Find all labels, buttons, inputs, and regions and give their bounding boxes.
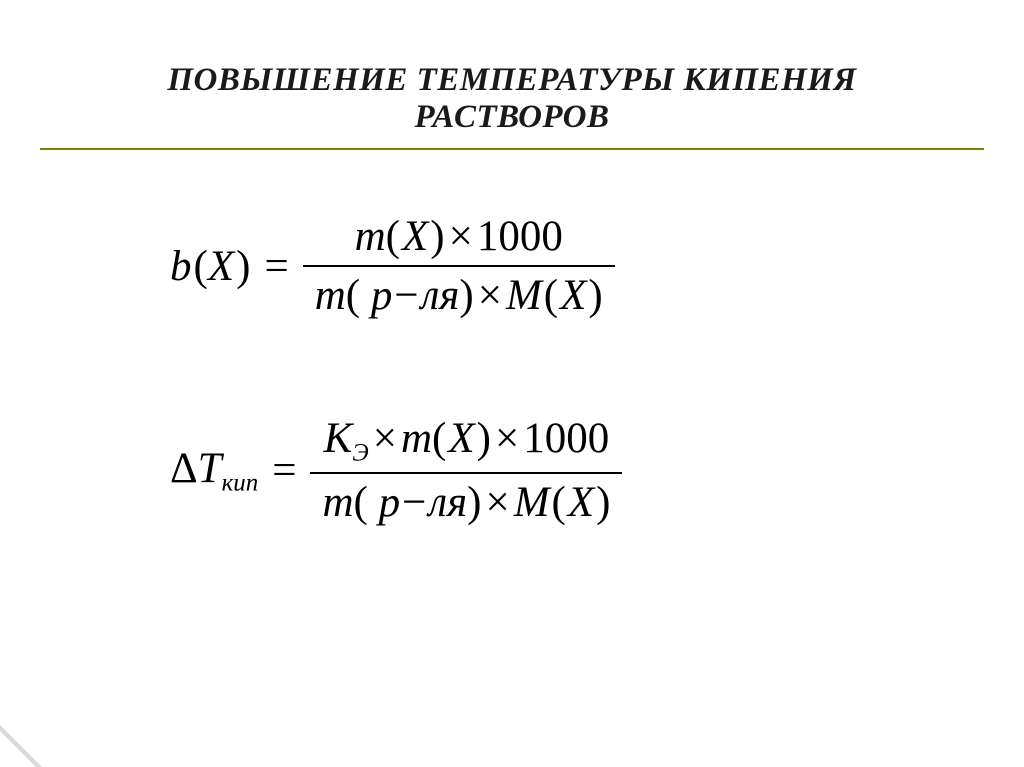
eq2-bar bbox=[310, 472, 622, 474]
eq2-equals: = bbox=[272, 446, 296, 495]
eq2-lhs-sym: T bbox=[198, 445, 222, 492]
eq1-fraction: m(X)×1000 m( p−ля)×M(X) bbox=[303, 210, 615, 322]
eq1-denominator: m( p−ля)×M(X) bbox=[303, 269, 615, 322]
delta-symbol: Δ bbox=[170, 445, 198, 492]
eq2-numerator: KЭ×m(X)×1000 bbox=[312, 412, 622, 470]
title-block: ПОВЫШЕНИЕ ТЕМПЕРАТУРЫ КИПЕНИЯ РАСТВОРОВ bbox=[0, 0, 1024, 136]
eq1-equals: = bbox=[264, 242, 288, 291]
slide: ПОВЫШЕНИЕ ТЕМПЕРАТУРЫ КИПЕНИЯ РАСТВОРОВ … bbox=[0, 0, 1024, 767]
eq1-numerator: m(X)×1000 bbox=[343, 210, 575, 263]
equations-area: b(X) = m(X)×1000 m( p−ля)×M(X) ΔTкип = bbox=[0, 150, 1024, 529]
eq2-denominator: m( p−ля)×M(X) bbox=[310, 476, 622, 529]
eq2-fraction: KЭ×m(X)×1000 m( p−ля)×M(X) bbox=[310, 412, 622, 529]
eq1-lhs: b(X) bbox=[170, 242, 250, 291]
title-line-1: ПОВЫШЕНИЕ ТЕМПЕРАТУРЫ КИПЕНИЯ bbox=[60, 62, 964, 99]
eq2-lhs-sub: кип bbox=[222, 469, 259, 496]
eq2-lhs: ΔTкип bbox=[170, 444, 258, 498]
equation-1: b(X) = m(X)×1000 m( p−ля)×M(X) bbox=[170, 210, 904, 322]
eq2-K-sub: Э bbox=[352, 440, 368, 467]
eq1-lhs-arg: X bbox=[208, 243, 234, 290]
page-corner-fold-icon bbox=[0, 725, 42, 767]
equation-2: ΔTкип = KЭ×m(X)×1000 m( p−ля)×M(X) bbox=[170, 412, 904, 529]
eq1-lhs-sym: b bbox=[170, 243, 192, 290]
title-line-2: РАСТВОРОВ bbox=[60, 99, 964, 136]
eq1-bar bbox=[303, 265, 615, 267]
